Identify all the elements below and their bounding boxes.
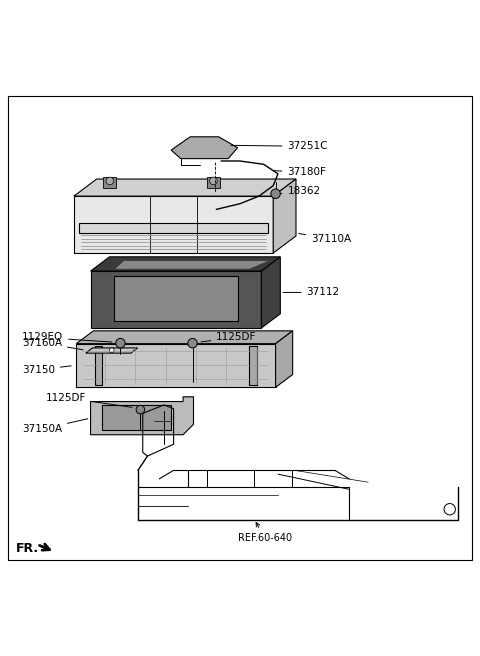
Polygon shape bbox=[171, 137, 238, 159]
Circle shape bbox=[188, 338, 197, 348]
Text: FR.: FR. bbox=[16, 542, 39, 554]
Polygon shape bbox=[114, 260, 270, 269]
Bar bbox=[79, 222, 268, 233]
Text: 37112: 37112 bbox=[283, 287, 339, 297]
Bar bbox=[76, 344, 276, 387]
Text: 37180F: 37180F bbox=[274, 167, 326, 177]
Bar bbox=[250, 346, 257, 385]
Bar bbox=[102, 405, 171, 430]
Circle shape bbox=[106, 177, 114, 185]
Circle shape bbox=[136, 405, 144, 414]
Text: 1125DF: 1125DF bbox=[201, 333, 257, 342]
Text: 37150A: 37150A bbox=[22, 419, 88, 434]
Text: 37150: 37150 bbox=[22, 365, 71, 375]
Text: REF.60-640: REF.60-640 bbox=[238, 523, 292, 543]
Circle shape bbox=[210, 177, 217, 185]
Polygon shape bbox=[261, 257, 280, 328]
Text: 37160A: 37160A bbox=[22, 338, 83, 350]
Text: 1129EQ: 1129EQ bbox=[22, 333, 112, 342]
Bar bbox=[103, 177, 117, 188]
Circle shape bbox=[109, 348, 114, 353]
Text: 37110A: 37110A bbox=[299, 234, 351, 244]
Polygon shape bbox=[91, 397, 193, 435]
Bar bbox=[91, 271, 261, 328]
Circle shape bbox=[271, 189, 280, 199]
Circle shape bbox=[116, 338, 125, 348]
Polygon shape bbox=[74, 179, 296, 196]
Bar bbox=[74, 196, 273, 253]
Bar bbox=[207, 177, 220, 188]
Text: 18362: 18362 bbox=[280, 186, 321, 196]
Polygon shape bbox=[91, 257, 280, 271]
Bar bbox=[96, 346, 102, 385]
Polygon shape bbox=[86, 348, 137, 353]
Text: 37251C: 37251C bbox=[231, 141, 328, 152]
Polygon shape bbox=[76, 331, 293, 344]
Polygon shape bbox=[276, 331, 293, 387]
Text: 1125DF: 1125DF bbox=[46, 393, 132, 407]
Polygon shape bbox=[273, 179, 296, 253]
Bar bbox=[114, 276, 238, 321]
